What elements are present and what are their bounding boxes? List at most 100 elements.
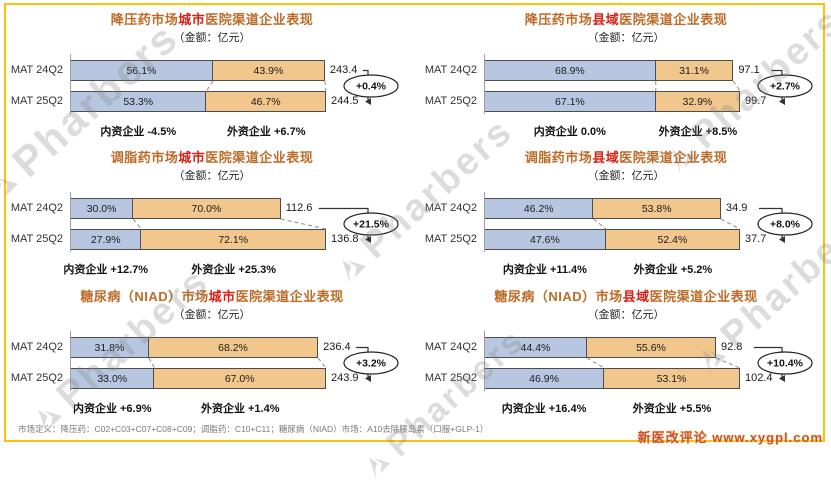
total-value-label: 97.1 bbox=[738, 64, 759, 76]
bar-segment-foreign: 31.1% bbox=[656, 60, 734, 81]
bar-segment-foreign: 46.7% bbox=[206, 91, 326, 112]
total-value-label: 92.8 bbox=[721, 341, 742, 353]
foreign-growth-label: 外资企业 +6.7% bbox=[227, 123, 306, 139]
chart-title-highlight: 县域 bbox=[592, 150, 619, 165]
chart-title-part: 调脂药市场 bbox=[111, 150, 179, 165]
total-value-label: 102.4 bbox=[745, 372, 773, 384]
bar-segment-domestic: 31.8% bbox=[70, 337, 149, 358]
bar-segment-domestic: 46.2% bbox=[484, 198, 593, 219]
chart-title-part: 糖尿病（NIAD）市场 bbox=[494, 289, 622, 304]
growth-ellipse bbox=[758, 75, 812, 97]
foreign-growth-label: 外资企业 +5.2% bbox=[634, 261, 713, 277]
chart-title-part: 降压药市场 bbox=[111, 12, 179, 27]
chart-title: 调脂药市场县域医院渠道企业表现 bbox=[424, 147, 828, 166]
chart-title: 降压药市场县域医院渠道企业表现 bbox=[424, 9, 828, 28]
chart-title-part: 医院渠道企业表现 bbox=[205, 12, 313, 27]
bar-segment-domestic: 46.9% bbox=[484, 368, 604, 389]
total-value-label: 136.8 bbox=[331, 233, 359, 245]
bar-segment-domestic: 44.4% bbox=[484, 337, 587, 358]
row-label: MAT 24Q2 bbox=[424, 341, 477, 353]
bar-segment-foreign: 70.0% bbox=[133, 198, 280, 219]
bar-segment-domestic: 33.0% bbox=[70, 368, 154, 389]
total-value-label: 99.7 bbox=[745, 95, 766, 107]
total-value-label: 37.7 bbox=[745, 233, 766, 245]
row-label: MAT 24Q2 bbox=[10, 202, 63, 214]
foreign-growth-label: 外资企业 +25.3% bbox=[191, 261, 276, 277]
bar-segment-foreign: 52.4% bbox=[606, 229, 740, 250]
chart-title-part: 调脂药市场 bbox=[525, 150, 593, 165]
total-growth-label: +8.0% bbox=[770, 219, 801, 231]
total-value-label: 236.4 bbox=[323, 341, 351, 353]
total-value-label: 243.4 bbox=[330, 64, 358, 76]
chart-title-part: 医院渠道企业表现 bbox=[619, 12, 727, 27]
chart-subtitle: （金额：亿元） bbox=[10, 306, 414, 322]
bar-segment-foreign: 67.0% bbox=[154, 368, 326, 389]
source-watermark: 新医改评论 www.xygpl.com bbox=[638, 427, 823, 446]
row-label: MAT 25Q2 bbox=[424, 233, 477, 245]
bar-segment-foreign: 32.9% bbox=[656, 91, 740, 112]
domestic-growth-label: 内资企业 +12.7% bbox=[63, 261, 148, 277]
bar-segment-foreign: 43.9% bbox=[213, 60, 325, 81]
chart-subtitle: （金额：亿元） bbox=[10, 29, 414, 45]
chart-title-part: 降压药市场 bbox=[525, 12, 593, 27]
domestic-growth-label: 内资企业 +11.4% bbox=[503, 261, 587, 277]
row-label: MAT 25Q2 bbox=[10, 372, 63, 384]
chart-subtitle: （金额：亿元） bbox=[424, 167, 828, 183]
chart-title: 糖尿病（NIAD）市场县域医院渠道企业表现 bbox=[424, 286, 828, 305]
total-growth-label: +3.2% bbox=[356, 358, 387, 370]
bar-segment-foreign: 55.6% bbox=[587, 337, 716, 358]
total-value-label: 34.9 bbox=[726, 202, 747, 214]
market-definition-footnote: 市场定义：降压药：C02+C03+C07+C08+C09；调脂药：C10+C11… bbox=[18, 423, 488, 435]
chart-title: 降压药市场城市医院渠道企业表现 bbox=[10, 9, 414, 28]
chart-subtitle: （金额：亿元） bbox=[424, 306, 828, 322]
bar-segment-domestic: 47.6% bbox=[484, 229, 606, 250]
bar-segment-foreign: 53.1% bbox=[604, 368, 740, 389]
chart-title-part: 糖尿病（NIAD）市场 bbox=[80, 289, 208, 304]
chart-title-highlight: 县域 bbox=[592, 12, 619, 27]
foreign-growth-label: 外资企业 +8.5% bbox=[659, 123, 738, 139]
growth-ellipse bbox=[344, 213, 398, 235]
domestic-growth-label: 内资企业 -4.5% bbox=[100, 123, 176, 139]
bar-segment-foreign: 53.8% bbox=[593, 198, 720, 219]
growth-ellipse bbox=[758, 352, 812, 374]
row-label: MAT 24Q2 bbox=[424, 202, 477, 214]
chart-subtitle: （金额：亿元） bbox=[10, 167, 414, 183]
pharbers-logo-icon bbox=[357, 445, 395, 483]
bar-segment-domestic: 67.1% bbox=[484, 91, 656, 112]
row-label: MAT 25Q2 bbox=[424, 372, 477, 384]
total-growth-label: +10.4% bbox=[767, 358, 804, 370]
domestic-growth-label: 内资企业 +6.9% bbox=[73, 400, 152, 416]
domestic-growth-label: 内资企业 0.0% bbox=[534, 123, 606, 139]
growth-ellipse bbox=[344, 352, 398, 374]
chart-title: 调脂药市场城市医院渠道企业表现 bbox=[10, 147, 414, 166]
row-label: MAT 25Q2 bbox=[424, 95, 477, 107]
bar-segment-foreign: 68.2% bbox=[149, 337, 318, 358]
growth-ellipse bbox=[758, 213, 812, 235]
chart-subtitle: （金额：亿元） bbox=[424, 29, 828, 45]
total-value-label: 112.6 bbox=[286, 202, 313, 214]
chart-title-highlight: 城市 bbox=[209, 289, 236, 304]
row-label: MAT 25Q2 bbox=[10, 233, 63, 245]
chart-diabetes-county: 糖尿病（NIAD）市场县域医院渠道企业表现（金额：亿元） MAT 24Q2 44.4… bbox=[424, 285, 828, 423]
total-growth-label: +21.5% bbox=[353, 219, 390, 231]
row-label: MAT 24Q2 bbox=[10, 341, 63, 353]
bar-segment-domestic: 30.0% bbox=[70, 198, 133, 219]
bar-segment-domestic: 53.3% bbox=[70, 91, 206, 112]
chart-title-part: 医院渠道企业表现 bbox=[619, 150, 727, 165]
growth-ellipse bbox=[344, 75, 398, 97]
total-value-label: 244.5 bbox=[331, 95, 359, 107]
foreign-growth-label: 外资企业 +5.5% bbox=[633, 400, 712, 416]
row-label: MAT 25Q2 bbox=[10, 95, 63, 107]
chart-title-part: 医院渠道企业表现 bbox=[236, 289, 344, 304]
chart-title: 糖尿病（NIAD）市场城市医院渠道企业表现 bbox=[10, 286, 414, 305]
total-growth-label: +2.7% bbox=[770, 81, 801, 93]
row-label: MAT 24Q2 bbox=[424, 64, 477, 76]
chart-title-highlight: 城市 bbox=[178, 150, 205, 165]
chart-title-highlight: 城市 bbox=[178, 12, 205, 27]
chart-title-part: 医院渠道企业表现 bbox=[205, 150, 313, 165]
total-value-label: 243.9 bbox=[331, 372, 359, 384]
